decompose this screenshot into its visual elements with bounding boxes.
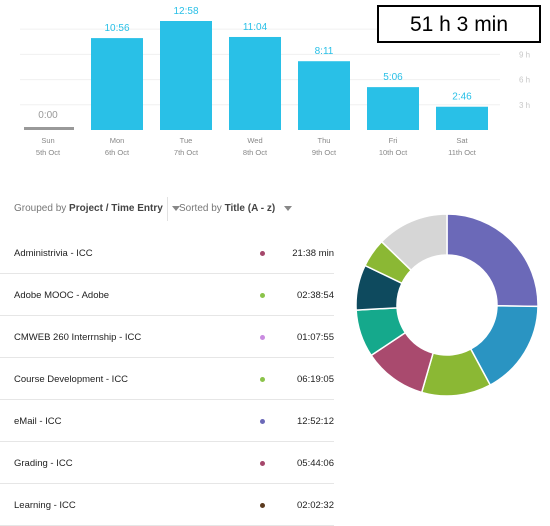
chevron-down-icon (171, 205, 180, 211)
time-entry-list: Administrivia - ICC 21:38 min Adobe MOOC… (0, 232, 334, 526)
entry-duration: 12:52:12 (297, 416, 334, 427)
x-tick-day: Sun (41, 136, 54, 145)
sort-by-value: Title (A - z) (224, 203, 276, 214)
entry-color-dot (260, 293, 265, 298)
entry-name: Grading - ICC (14, 458, 73, 469)
bar[interactable] (160, 21, 212, 130)
list-item[interactable]: Course Development - ICC 06:19:05 (0, 358, 334, 400)
bar[interactable] (24, 127, 74, 130)
entry-name: Adobe MOOC - Adobe (14, 290, 110, 301)
x-tick-day: Mon (110, 136, 125, 145)
x-tick-day: Fri (389, 136, 398, 145)
list-item[interactable]: Administrivia - ICC 21:38 min (0, 232, 334, 274)
group-by-prefix: Grouped by (14, 203, 67, 214)
entry-name: Learning - ICC (14, 500, 76, 511)
x-tick-date: 11th Oct (448, 148, 477, 157)
data-label: 12:58 (173, 6, 198, 17)
entry-name: eMail - ICC (14, 416, 62, 427)
x-tick-date: 6th Oct (105, 148, 130, 157)
project-donut-chart (355, 213, 539, 397)
x-tick-day: Wed (247, 136, 262, 145)
bar[interactable] (298, 61, 350, 130)
bar[interactable] (229, 36, 281, 131)
list-item[interactable]: CMWEB 260 Interrnship - ICC 01:07:55 (0, 316, 334, 358)
entry-name: Administrivia - ICC (14, 248, 93, 259)
group-by-value: Project / Time Entry (69, 203, 163, 214)
total-time-box: 51 h 3 min (377, 5, 541, 43)
sort-by-dropdown[interactable]: Sorted by Title (A - z) (179, 203, 292, 214)
entry-color-dot (260, 503, 265, 508)
bar[interactable] (436, 106, 488, 130)
entry-duration: 21:38 min (292, 248, 334, 259)
entry-duration: 06:19:05 (297, 374, 334, 385)
data-label: 0:00 (38, 110, 58, 121)
entry-color-dot (260, 335, 265, 340)
donut-slice[interactable] (446, 213, 539, 308)
entry-color-dot (260, 377, 265, 382)
list-controls: Grouped by Project / Time Entry Sorted b… (14, 197, 292, 221)
chevron-down-icon (283, 205, 292, 211)
data-label: 5:06 (383, 72, 403, 83)
list-item[interactable]: eMail - ICC 12:52:12 (0, 400, 334, 442)
y-tick-label: 6 h (519, 76, 530, 85)
data-label: 10:56 (104, 23, 129, 34)
entry-duration: 05:44:06 (297, 458, 334, 469)
donut-slice[interactable] (380, 213, 448, 272)
controls-divider (167, 197, 168, 221)
x-tick-day: Thu (318, 136, 331, 145)
data-label: 11:04 (243, 22, 268, 33)
list-item[interactable]: Adobe MOOC - Adobe 02:38:54 (0, 274, 334, 316)
bar[interactable] (91, 38, 143, 130)
entry-color-dot (260, 461, 265, 466)
y-tick-label: 3 h (519, 101, 530, 110)
x-tick-date: 9th Oct (312, 148, 337, 157)
entry-name: Course Development - ICC (14, 374, 129, 385)
x-tick-date: 10th Oct (379, 148, 408, 157)
group-by-dropdown[interactable]: Grouped by Project / Time Entry (14, 203, 180, 214)
y-tick-label: 9 h (519, 50, 530, 59)
entry-duration: 02:38:54 (297, 290, 334, 301)
sort-by-prefix: Sorted by (179, 203, 222, 214)
entry-duration: 02:02:32 (297, 500, 334, 511)
x-tick-date: 7th Oct (174, 148, 199, 157)
entry-duration: 01:07:55 (297, 332, 334, 343)
entry-name: CMWEB 260 Interrnship - ICC (14, 332, 142, 343)
list-item[interactable]: Learning - ICC 02:02:32 (0, 484, 334, 526)
x-tick-date: 5th Oct (36, 148, 61, 157)
x-tick-day: Tue (180, 136, 193, 145)
list-item[interactable]: Grading - ICC 05:44:06 (0, 442, 334, 484)
x-tick-day: Sat (456, 136, 468, 145)
entry-color-dot (260, 419, 265, 424)
data-label: 2:46 (452, 92, 472, 103)
data-label: 8:11 (315, 46, 334, 57)
x-tick-date: 8th Oct (243, 148, 268, 157)
entry-color-dot (260, 251, 265, 256)
bar[interactable] (367, 87, 419, 130)
